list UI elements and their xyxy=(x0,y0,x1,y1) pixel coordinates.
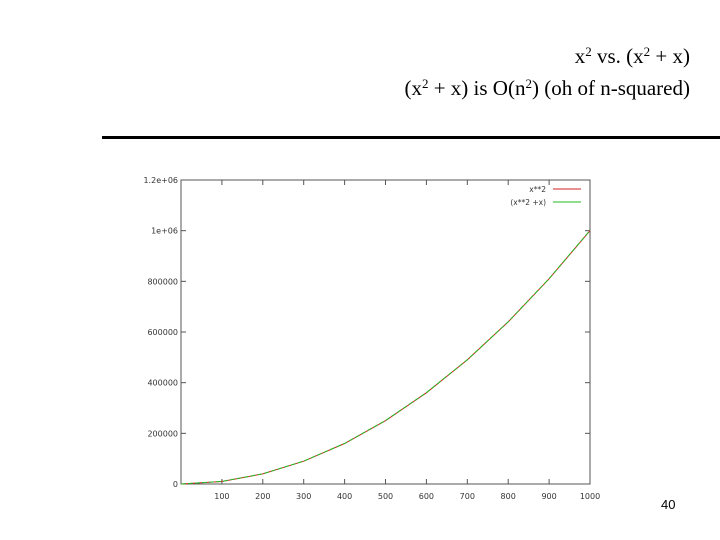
x-tick-label: 1000 xyxy=(580,492,600,501)
y-tick-label: 0 xyxy=(173,480,178,489)
x-tick-label: 700 xyxy=(460,492,475,501)
plot-border xyxy=(180,179,591,485)
x-tick-label: 200 xyxy=(255,492,270,501)
x-tick-label: 900 xyxy=(541,492,556,501)
legend-label-1: x**2 xyxy=(529,185,546,194)
y-tick-label: 400000 xyxy=(147,379,178,388)
title-line-1: x2 vs. (x2 + x) xyxy=(574,44,690,68)
y-tick-label: 200000 xyxy=(147,429,178,438)
y-tick-label: 1e+06 xyxy=(151,227,178,236)
x-tick-label: 300 xyxy=(296,492,311,501)
x-tick-label: 800 xyxy=(501,492,516,501)
title-line-2: (x2 + x) is O(n2) (oh of n-squared) xyxy=(404,76,690,100)
y-tick-label: 1.2e+06 xyxy=(143,176,178,185)
x-tick-label: 600 xyxy=(419,492,434,501)
x-tick-label: 400 xyxy=(337,492,352,501)
y-axis: 0 200000 400000 600000 800000 1e+06 1.2e+06 xyxy=(143,176,590,489)
series-line-1 xyxy=(180,230,591,485)
y-tick-label: 600000 xyxy=(147,328,178,337)
x-tick-label: 100 xyxy=(214,492,229,501)
legend: x**2 (x**2 +x) xyxy=(510,185,581,207)
title-divider xyxy=(102,136,720,139)
y-tick-label: 800000 xyxy=(147,277,178,286)
page-number: 40 xyxy=(661,497,676,512)
x-axis: 100 200 300 400 500 600 700 800 900 1000 xyxy=(214,180,600,501)
series-line-2 xyxy=(180,230,591,485)
plot-frame xyxy=(180,179,591,485)
series-layer xyxy=(180,230,591,485)
legend-label-2: (x**2 +x) xyxy=(510,198,546,207)
slide-title: x2 vs. (x2 + x) (x2 + x) is O(n2) (oh of… xyxy=(404,40,690,104)
x-tick-label: 500 xyxy=(378,492,393,501)
